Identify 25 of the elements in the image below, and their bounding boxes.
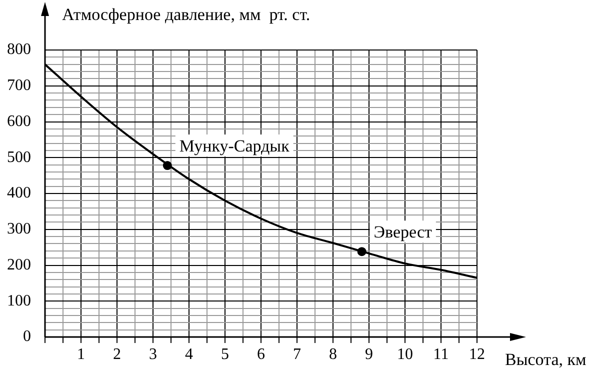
- y-tick-label: 800: [7, 41, 31, 58]
- y-tick-label: 300: [7, 220, 31, 238]
- x-tick-label: 11: [433, 346, 449, 363]
- y-tick-label: 400: [7, 184, 31, 202]
- x-tick-label: 1: [77, 346, 85, 363]
- y-tick-label: 600: [7, 112, 31, 130]
- x-tick-label: 6: [257, 346, 265, 363]
- y-tick-label: 200: [7, 256, 31, 274]
- x-axis-title: Высота, км: [505, 350, 587, 369]
- y-axis-title: Атмосферное давление, мм рт. ст.: [62, 5, 310, 24]
- x-tick-label: 8: [329, 346, 337, 363]
- y-tick-label: 100: [7, 292, 31, 310]
- x-tick-label: 12: [469, 346, 485, 363]
- x-tick-label: 4: [185, 346, 193, 363]
- x-tick-label: 7: [293, 346, 301, 363]
- x-tick-label: 10: [397, 346, 413, 363]
- x-tick-label: 9: [365, 346, 373, 363]
- y-tick-label: 500: [7, 148, 31, 166]
- x-tick-label: 3: [149, 346, 157, 363]
- annotation: Мунку-Сардык: [179, 136, 290, 156]
- y-tick-label: 0: [23, 328, 31, 346]
- x-tick-label: 5: [221, 346, 229, 363]
- y-tick-label: 700: [7, 77, 31, 94]
- annotation: Эверест: [374, 222, 433, 242]
- x-tick-label: 2: [113, 346, 121, 363]
